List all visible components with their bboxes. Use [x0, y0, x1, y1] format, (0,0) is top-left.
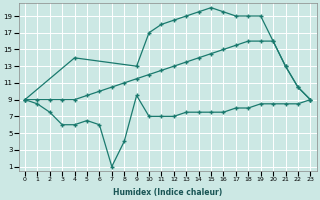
X-axis label: Humidex (Indice chaleur): Humidex (Indice chaleur): [113, 188, 222, 197]
